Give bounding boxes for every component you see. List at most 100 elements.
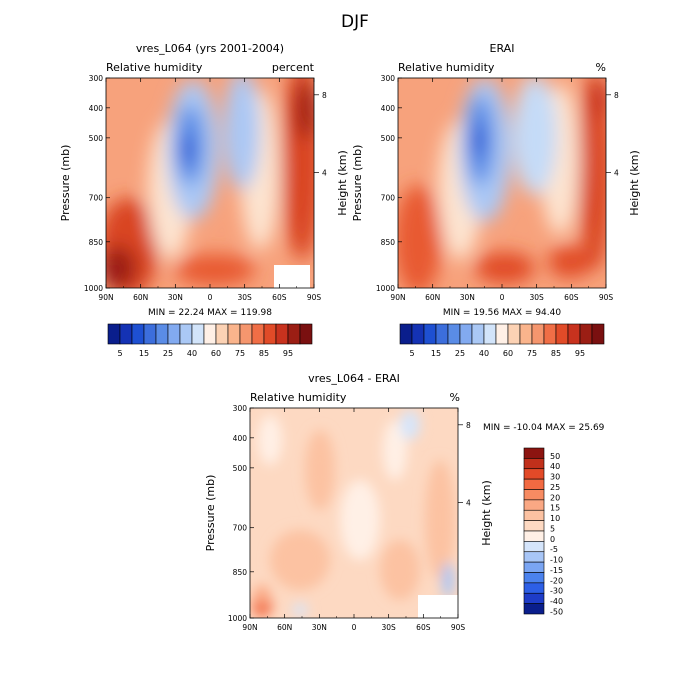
colorbar-swatch [523,582,545,594]
colorbar-swatch [203,323,217,345]
colorbar-swatch [459,323,473,345]
colorbar-swatch [423,323,437,345]
colorbar-swatch [179,323,193,345]
colorbar-swatch [155,323,169,345]
y-tick-label: 700 [381,194,396,203]
colorbar-swatch [523,489,545,501]
colorbar-swatch [523,530,545,542]
y-axis-label-right: Height (km) [480,480,493,546]
colorbar: 5 15 25 40 60 75 85 95 [107,323,313,358]
colorbar-label: -15 [550,566,563,575]
field-label: Relative humidity [106,61,203,74]
colorbar-swatch [523,572,545,584]
y-tick-label: 500 [381,134,396,143]
colorbar-label: -30 [550,587,563,596]
colorbar-swatch [215,323,229,345]
axes: 90N 60N 30N 0 30S 60S 90S 300 400 500 700 850 1000 8 4 [84,74,327,302]
x-tick-label: 90S [307,293,322,302]
y-right-tick-label: 8 [614,91,619,100]
x-tick-label: 90S [599,293,614,302]
y-tick-label: 300 [381,74,396,83]
y-right-tick-label: 4 [614,169,619,178]
colorbar-swatch [567,323,581,345]
colorbar-label: -40 [550,597,563,606]
panel-title: vres_L064 - ERAI [308,372,400,385]
colorbar-swatch [523,499,545,511]
panel-title: vres_L064 (yrs 2001-2004) [136,42,284,55]
panel-title: ERAI [490,42,515,55]
colorbar-swatch [531,323,545,345]
colorbar-swatch [555,323,569,345]
colorbar-swatch [523,468,545,480]
colorbar-swatch [523,551,545,563]
colorbar-label: 25 [163,349,173,358]
colorbar-label: 5 [550,524,555,533]
colorbar-label: 25 [550,483,560,492]
colorbar-label: 5 [117,349,122,358]
colorbar-label: 40 [550,462,560,471]
colorbar-label: 25 [455,349,465,358]
x-tick-label: 0 [500,293,505,302]
field-label: Relative humidity [250,391,347,404]
colorbar-swatch [143,323,157,345]
y-tick-label: 850 [89,238,104,247]
colorbar-swatch [251,323,265,345]
colorbar-swatch [227,323,241,345]
colorbar-swatch [523,561,545,573]
colorbar-swatch [523,520,545,532]
x-tick-label: 60N [277,623,292,632]
colorbar-swatch [579,323,593,345]
units-label: % [596,61,606,74]
y-tick-label: 400 [233,434,248,443]
y-axis-label-right: Height (km) [336,150,349,216]
colorbar-swatch [523,509,545,521]
colorbar-label: 85 [551,349,561,358]
colorbar-label: 20 [550,493,560,502]
panel-top-right: ERAI Relative humidity % Pressure (mb) H… [351,42,641,358]
colorbar-swatch [495,323,509,345]
colorbar-swatch [167,323,181,345]
colorbar-label: 40 [187,349,197,358]
colorbar-label: 75 [527,349,537,358]
x-tick-label: 60S [272,293,287,302]
x-tick-label: 30N [460,293,475,302]
x-tick-label: 60S [416,623,431,632]
colorbar: 5 15 25 40 60 75 85 95 [399,323,605,358]
x-tick-label: 30N [168,293,183,302]
x-tick-label: 0 [208,293,213,302]
colorbar-label: 95 [283,349,293,358]
colorbar-swatch [287,323,301,345]
colorbar-swatch [119,323,133,345]
colorbar-label: 60 [503,349,513,358]
y-tick-label: 700 [89,194,104,203]
colorbar-label: 85 [259,349,269,358]
x-tick-label: 90N [242,623,257,632]
y-tick-label: 500 [233,464,248,473]
colorbar-swatch [263,323,277,345]
y-right-tick-label: 4 [466,499,471,508]
x-tick-label: 30S [382,623,397,632]
colorbar-label: -50 [550,607,563,616]
y-tick-label: 300 [233,404,248,413]
x-tick-label: 90N [390,293,405,302]
min-max-stats: MIN = 22.24 MAX = 119.98 [148,308,272,318]
colorbar-swatch [523,541,545,553]
colorbar-label: 40 [479,349,489,358]
y-right-tick-label: 4 [322,169,327,178]
heatmap-field [106,78,314,288]
colorbar-swatch [543,323,557,345]
colorbar-label: 15 [431,349,441,358]
axes: 90N 60N 30N 0 30S 60S 90S 300 400 500 700 850 1000 8 4 [228,404,471,632]
colorbar-swatch [591,323,605,345]
x-tick-label: 60S [564,293,579,302]
colorbar-label: 15 [139,349,149,358]
y-tick-label: 1000 [376,284,395,293]
x-tick-label: 90S [451,623,466,632]
colorbar-label: 5 [409,349,414,358]
x-tick-label: 90N [98,293,113,302]
y-right-tick-label: 8 [322,91,327,100]
colorbar-swatch [107,323,121,345]
colorbar-swatch [299,323,313,345]
y-tick-label: 1000 [228,614,247,623]
colorbar-label: -10 [550,556,563,565]
